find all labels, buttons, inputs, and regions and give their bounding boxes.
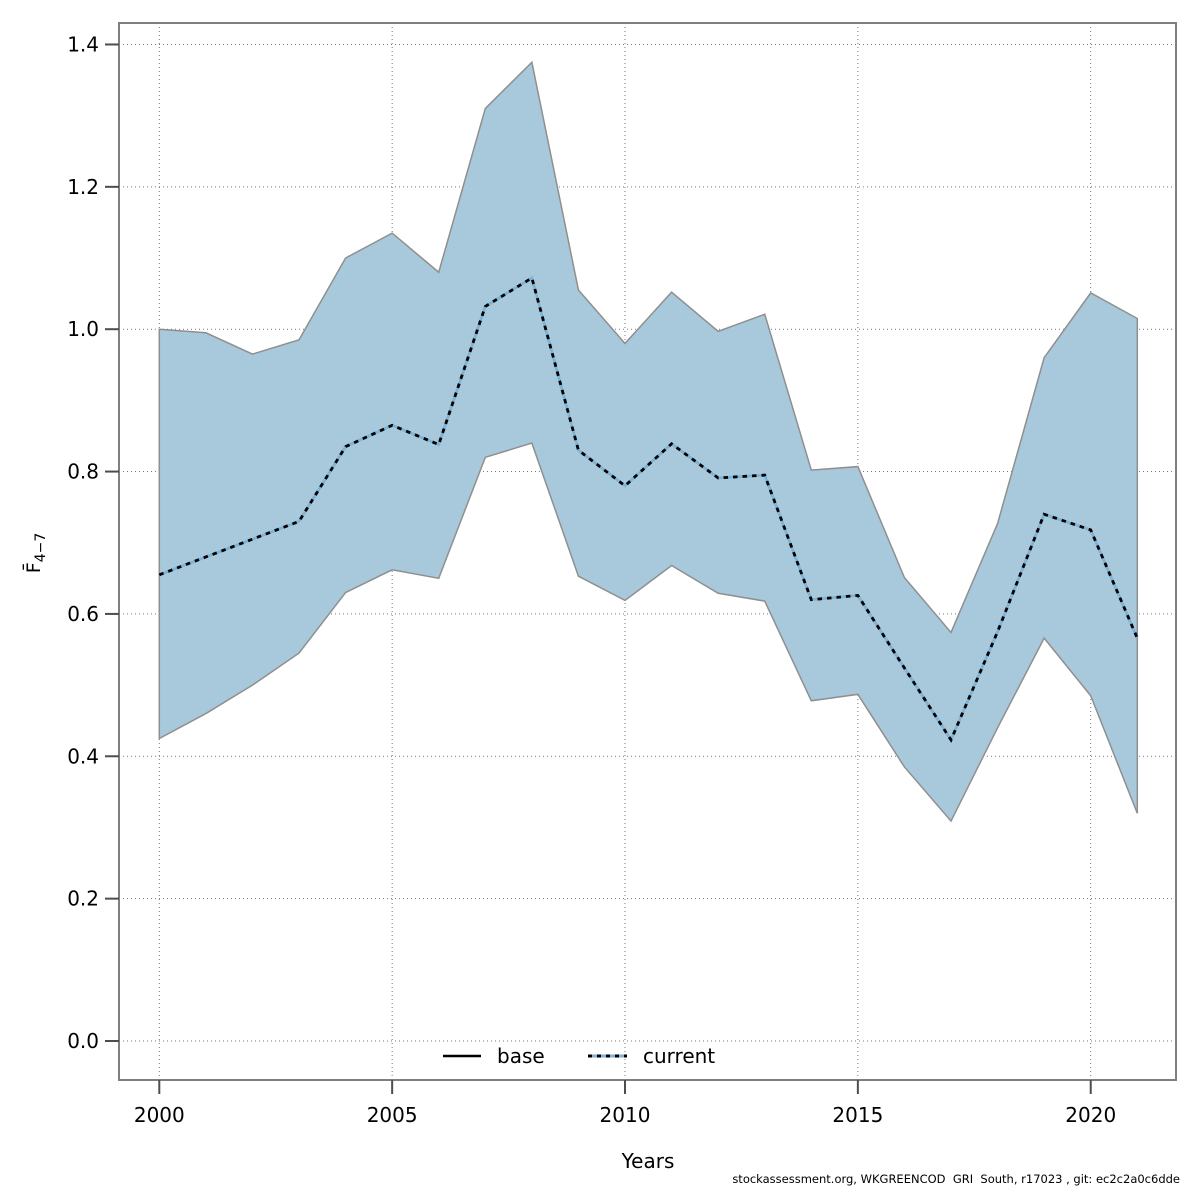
y-tick-label: 0.4 [67, 744, 99, 768]
y-tick-label: 0.8 [67, 460, 99, 484]
y-tick-label: 0.0 [67, 1029, 99, 1053]
legend: base current [443, 1044, 715, 1068]
y-axis-label-sub: 4−7 [32, 532, 49, 563]
y-axis-label-main: F̄ [23, 562, 46, 574]
y-tick-label: 1.4 [67, 32, 99, 56]
legend-current-label: current [643, 1044, 715, 1068]
x-tick-label: 2015 [832, 1103, 883, 1127]
x-tick-label: 2005 [367, 1103, 418, 1127]
y-axis-label: F̄4−7 [23, 533, 49, 573]
axes: 2000 2005 2010 2015 2020 0.0 0.2 0.4 0.6 0.8 1.0 1.… [67, 32, 1116, 1127]
footer-attribution: stockassessment.org, WKGREENCOD GRI Sout… [732, 1172, 1180, 1186]
y-tick-label: 0.2 [67, 887, 99, 911]
x-tick-label: 2000 [134, 1103, 185, 1127]
legend-base-label: base [497, 1044, 545, 1068]
x-tick-label: 2010 [600, 1103, 651, 1127]
x-axis-label: Years [621, 1149, 675, 1173]
plot-border [118, 22, 1177, 1081]
current-line [158, 275, 1139, 743]
x-tick-label: 2020 [1065, 1103, 1116, 1127]
y-tick-label: 1.2 [67, 175, 99, 199]
y-tick-label: 1.0 [67, 317, 99, 341]
confidence-band [158, 60, 1139, 823]
y-tick-label: 0.6 [67, 602, 99, 626]
